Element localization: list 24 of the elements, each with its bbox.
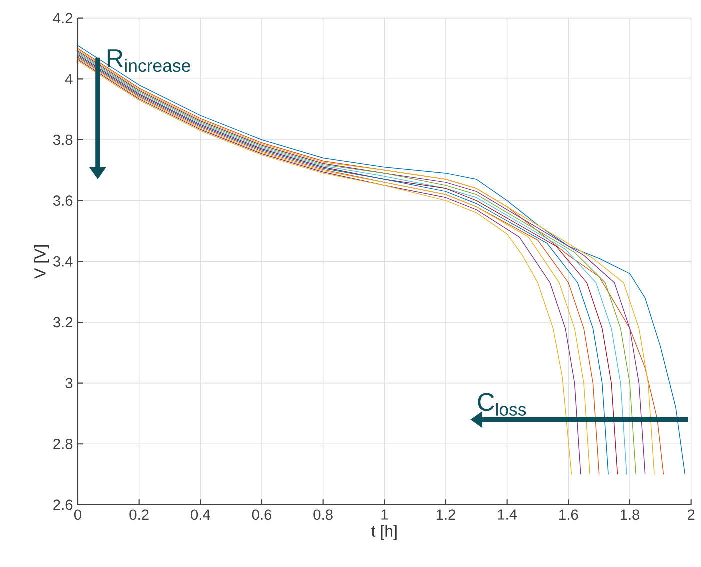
x-tick-label: 2 [688, 510, 695, 520]
x-tick-label: 1.6 [560, 510, 578, 520]
y-tick-label: 3.8 [53, 134, 73, 146]
x-tick-label: 1 [382, 510, 388, 520]
x-tick-label: 0.8 [314, 510, 333, 520]
y-tick-label: 3.6 [53, 196, 73, 206]
y-tick-label: 3.2 [53, 317, 73, 328]
x-tick-label: 0.6 [252, 510, 272, 520]
y-tick-label: 3 [66, 378, 73, 389]
y-tick-label: 4.2 [53, 13, 73, 24]
x-axis-title: t [h] [372, 525, 397, 540]
annotation: R$_{increase}$ [108, 50, 190, 72]
x-tick-label: 0.2 [130, 510, 149, 520]
x-tick-label: 1.2 [436, 510, 456, 520]
y-tick-label: 4 [65, 74, 73, 84]
y-tick-label: 3.4 [53, 256, 73, 267]
x-tick-label: 1.4 [498, 510, 518, 520]
y-tick-label: 2.6 [54, 500, 73, 510]
x-tick-label: 0.4 [191, 510, 210, 520]
y-axis-title: V [V] [34, 245, 50, 279]
annotation: C$_{loss}$ [478, 393, 526, 416]
x-tick-label: 0 [74, 510, 82, 520]
x-tick-label: 1.8 [620, 510, 640, 520]
y-tick-label: 2.8 [54, 438, 73, 450]
